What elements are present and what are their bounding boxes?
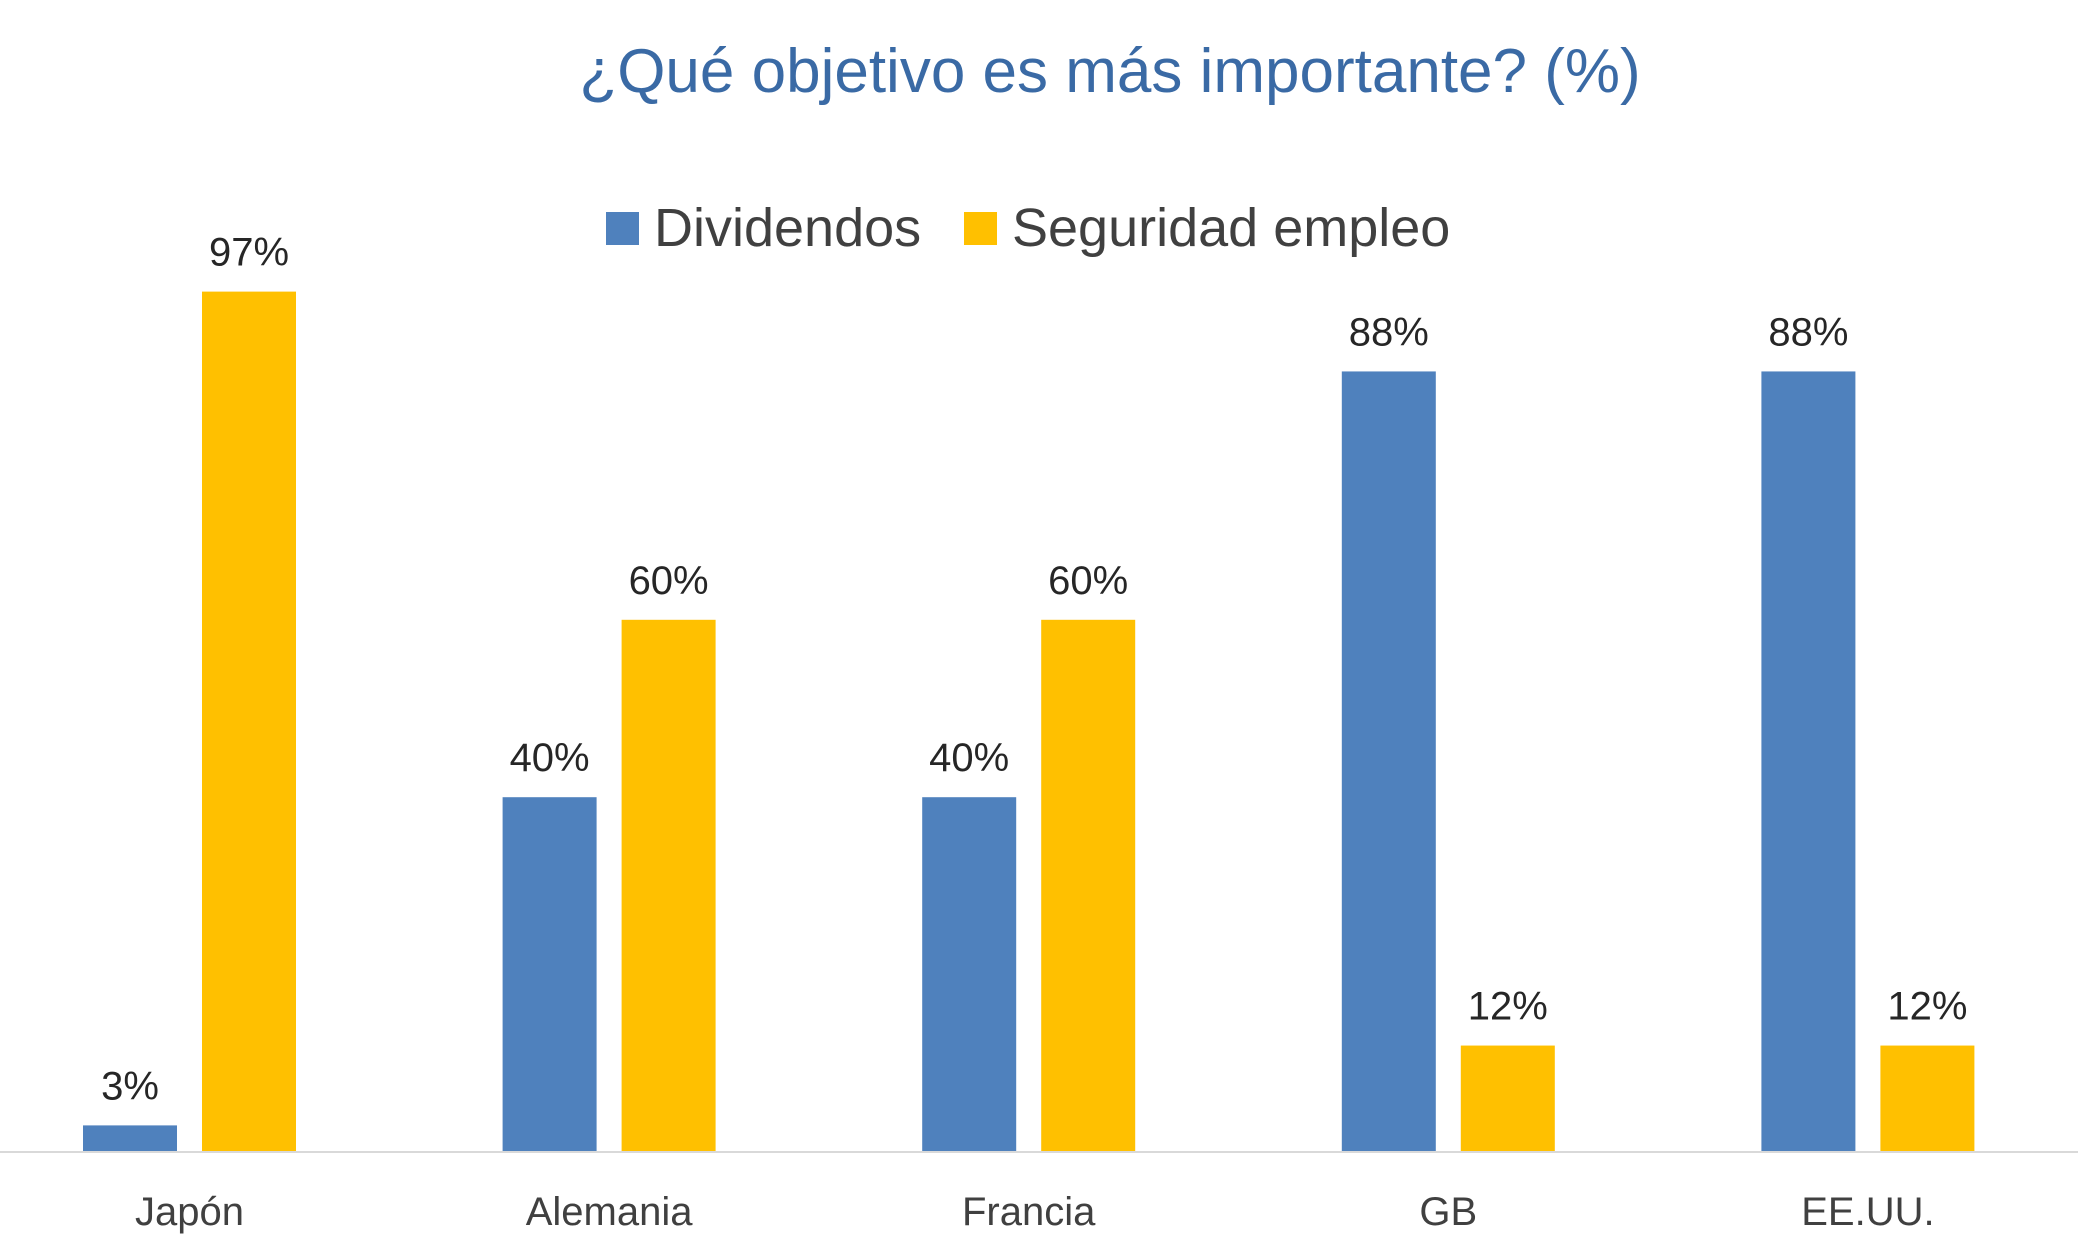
legend-swatch-dividendos [606,212,639,245]
bar-ee-uu-series-1 [1761,371,1856,1152]
bar-gb-series-2 [1460,1045,1555,1152]
legend-label-dividendos: Dividendos [654,198,921,258]
bar-francia-series-1 [922,797,1017,1152]
data-label-gb-series-2: 12% [1468,985,1548,1029]
data-label-ee-uu-series-2: 12% [1887,985,1967,1029]
bars-group [83,291,1975,1152]
bar-alemania-series-2 [621,619,716,1152]
data-label-francia-series-1: 40% [929,736,1009,780]
data-label-ee-uu-series-1: 88% [1768,310,1848,354]
data-label-francia-series-2: 60% [1048,559,1128,603]
data-label-japón-series-2: 97% [209,231,289,275]
chart-title: ¿Qué objetivo es más importante? (%) [579,37,1640,106]
category-label-gb: GB [1419,1190,1477,1234]
bar-alemania-series-1 [502,797,597,1152]
category-label-francia: Francia [962,1190,1096,1234]
category-label-alemania: Alemania [526,1190,694,1234]
data-label-alemania-series-2: 60% [629,559,709,603]
category-labels-group: Japón Alemania Francia GB EE.UU. [135,1190,1935,1234]
legend-label-seguridad-empleo: Seguridad empleo [1012,198,1450,258]
legend: Dividendos Seguridad empleo [606,198,1450,258]
data-label-alemania-series-1: 40% [510,736,590,780]
bar-ee-uu-series-2 [1880,1045,1975,1152]
data-labels-group: 3% 97% 40% 60% 40% 60% 88% 12% 88% 12% [101,231,1967,1109]
data-label-japón-series-1: 3% [101,1064,159,1108]
category-label-ee-uu: EE.UU. [1801,1190,1934,1234]
bar-gb-series-1 [1341,371,1436,1152]
bar-francia-series-2 [1041,619,1136,1152]
bar-japón-series-2 [202,291,296,1152]
data-label-gb-series-1: 88% [1349,310,1429,354]
bar-japón-series-1 [83,1125,177,1152]
category-label-japón: Japón [135,1190,244,1234]
legend-swatch-seguridad-empleo [964,212,997,245]
